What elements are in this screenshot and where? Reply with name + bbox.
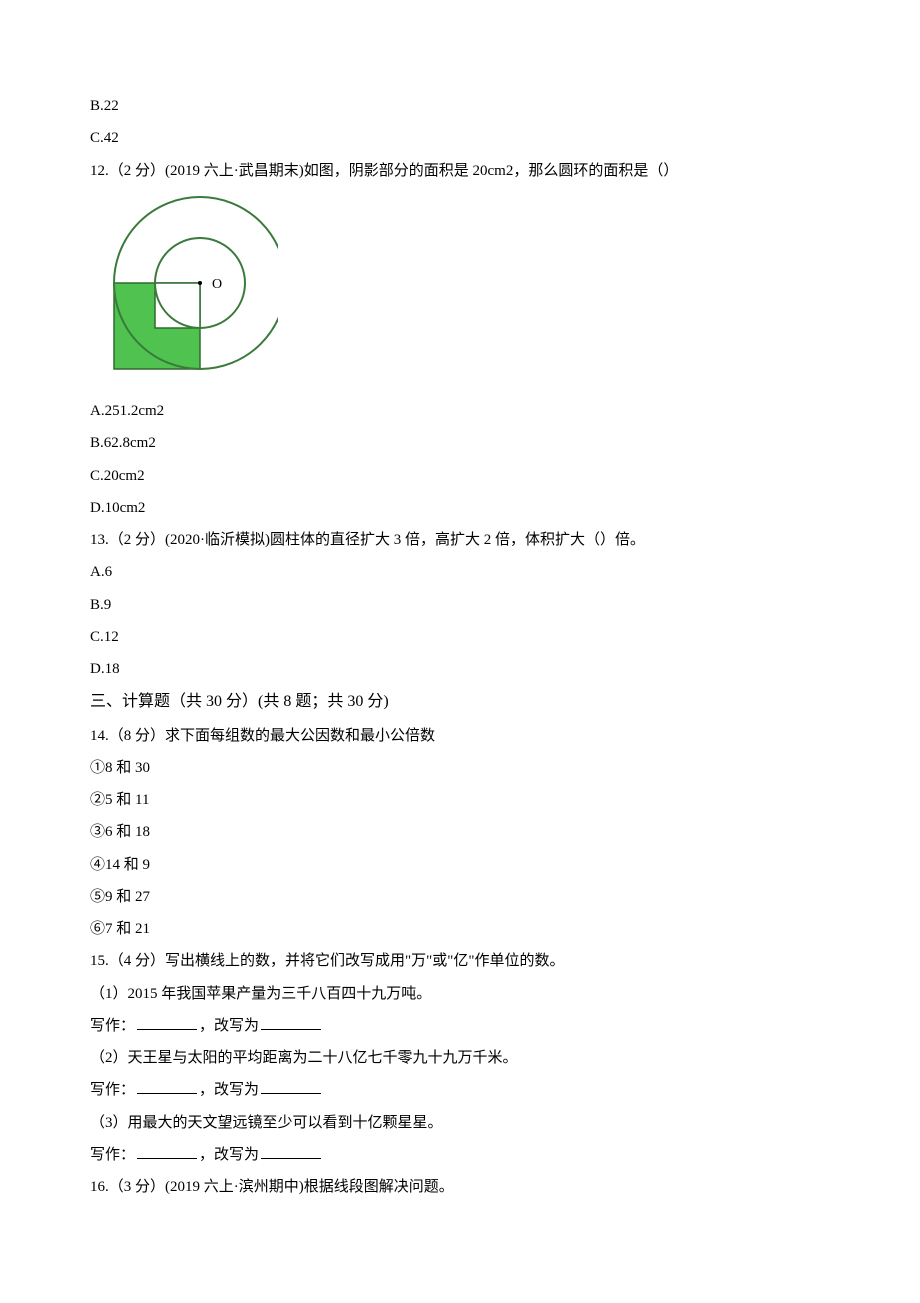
q14-item-2: ②5 和 11 [90, 784, 830, 816]
blank-input[interactable] [137, 1079, 197, 1094]
blank-input[interactable] [261, 1015, 321, 1030]
option-c-42: C.42 [90, 122, 830, 154]
q15-sub-1-answer: 写作： ，改写为 [90, 1010, 830, 1042]
blank-input[interactable] [137, 1015, 197, 1030]
q12-option-a: A.251.2cm2 [90, 395, 830, 427]
q12-option-d: D.10cm2 [90, 492, 830, 524]
q13-option-d: D.18 [90, 653, 830, 685]
blank-input[interactable] [261, 1079, 321, 1094]
svg-text:O: O [212, 277, 222, 292]
question-14: 14.（8 分）求下面每组数的最大公因数和最小公倍数 [90, 720, 830, 752]
ring-diagram: O [90, 193, 830, 391]
blank-input[interactable] [261, 1144, 321, 1159]
q12-option-b: B.62.8cm2 [90, 427, 830, 459]
q15-sub-2: （2）天王星与太阳的平均距离为二十八亿七千零九十九万千米。 [90, 1042, 830, 1074]
label-write: 写作： [90, 1018, 135, 1034]
q14-item-4: ④14 和 9 [90, 849, 830, 881]
label-rewrite: ，改写为 [199, 1018, 259, 1034]
label-write: 写作： [90, 1147, 135, 1163]
q14-item-6: ⑥7 和 21 [90, 913, 830, 945]
q15-sub-3-answer: 写作： ，改写为 [90, 1139, 830, 1171]
q14-item-5: ⑤9 和 27 [90, 881, 830, 913]
label-rewrite: ，改写为 [199, 1082, 259, 1098]
ring-svg: O [90, 193, 278, 379]
question-12: 12.（2 分）(2019 六上·武昌期末)如图，阴影部分的面积是 20cm2，… [90, 155, 830, 187]
question-13: 13.（2 分）(2020·临沂模拟)圆柱体的直径扩大 3 倍，高扩大 2 倍，… [90, 524, 830, 556]
q15-sub-3: （3）用最大的天文望远镜至少可以看到十亿颗星星。 [90, 1107, 830, 1139]
q13-option-a: A.6 [90, 556, 830, 588]
section-3-heading: 三、计算题（共 30 分）(共 8 题；共 30 分) [90, 685, 830, 719]
q15-sub-1: （1）2015 年我国苹果产量为三千八百四十九万吨。 [90, 978, 830, 1010]
option-b-22: B.22 [90, 90, 830, 122]
q13-option-c: C.12 [90, 621, 830, 653]
question-15: 15.（4 分）写出横线上的数，并将它们改写成用"万"或"亿"作单位的数。 [90, 945, 830, 977]
question-16: 16.（3 分）(2019 六上·滨州期中)根据线段图解决问题。 [90, 1171, 830, 1203]
q15-sub-2-answer: 写作： ，改写为 [90, 1074, 830, 1106]
q13-option-b: B.9 [90, 589, 830, 621]
blank-input[interactable] [137, 1144, 197, 1159]
q14-item-1: ①8 和 30 [90, 752, 830, 784]
label-rewrite: ，改写为 [199, 1147, 259, 1163]
q14-item-3: ③6 和 18 [90, 816, 830, 848]
q12-option-c: C.20cm2 [90, 460, 830, 492]
label-write: 写作： [90, 1082, 135, 1098]
